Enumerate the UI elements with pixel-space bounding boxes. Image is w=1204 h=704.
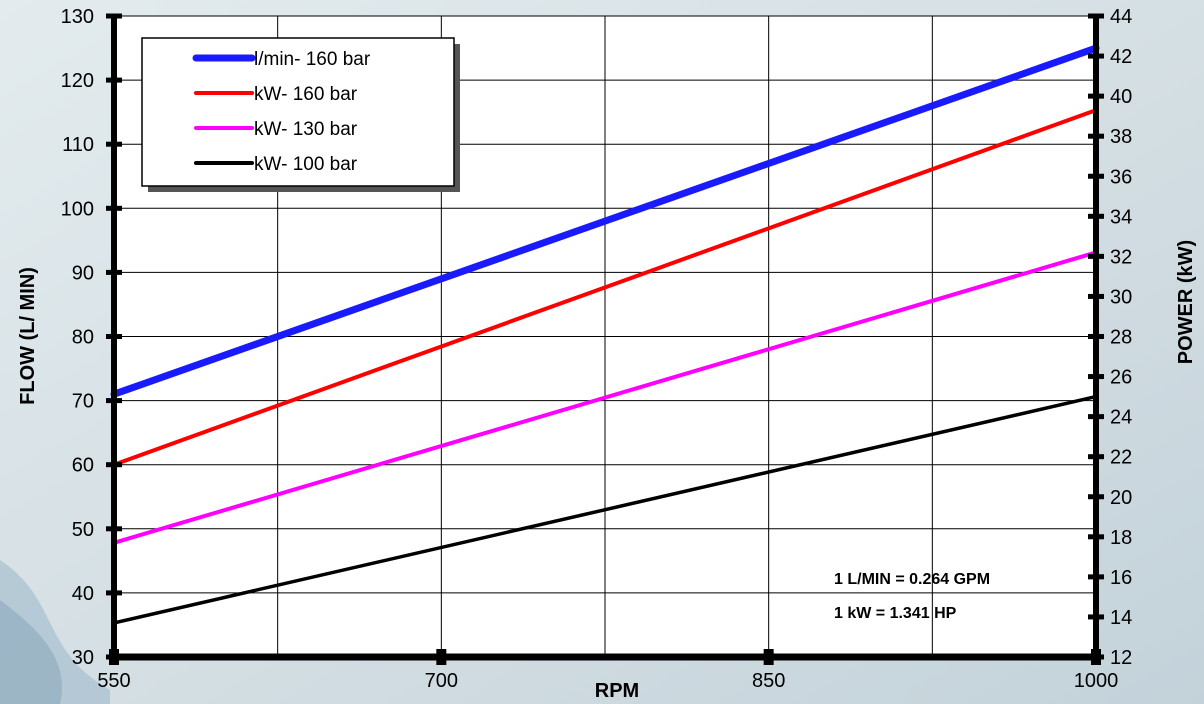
y2-tick-label: 26	[1110, 367, 1132, 389]
x-tick-label: 850	[752, 670, 785, 692]
axes: 30 40 50 60 70 80 90 100 110 120 130 12 14 16 18 20 22 24…	[61, 6, 1133, 692]
y2-tick-label: 20	[1110, 487, 1132, 509]
y-tick-label: 110	[62, 134, 94, 156]
y2-tick-label: 32	[1110, 246, 1132, 268]
y2-tick-label: 34	[1110, 206, 1132, 228]
y2-tick-label: 16	[1110, 567, 1132, 589]
decorative-swirl-2	[0, 600, 62, 704]
y-tick-label: 100	[61, 198, 94, 220]
x-tick-label: 700	[425, 670, 458, 692]
y2-tick-label: 14	[1110, 607, 1132, 629]
legend-label-3: kW- 130 bar	[254, 119, 358, 140]
x-tick	[109, 649, 119, 665]
decorative-swirl	[0, 560, 110, 704]
y2-tick-label: 28	[1110, 327, 1132, 349]
y2-tick-label: 24	[1110, 407, 1132, 429]
y2-tick-label: 38	[1110, 126, 1132, 148]
y-tick-label: 80	[72, 327, 94, 349]
series-line-1	[110, 44, 1100, 398]
legend-box	[141, 37, 455, 187]
y2-tick-label: 30	[1110, 286, 1132, 308]
legend-label-2: kW- 160 bar	[254, 84, 358, 105]
y2-tick-label: 12	[1110, 647, 1132, 669]
legend-label-1: l/min- 160 bar	[254, 49, 371, 70]
y-tick-label: 50	[72, 519, 94, 541]
series-line-3	[112, 250, 1098, 545]
x-axis-title: RPM	[595, 680, 639, 702]
x-tick	[1091, 649, 1101, 665]
legend-label-4: kW- 100 bar	[254, 154, 358, 175]
x-tick-label: 1000	[1074, 670, 1119, 692]
y-tick-label: 130	[61, 6, 94, 28]
y2-tick-label: 22	[1110, 447, 1132, 469]
x-tick	[436, 649, 447, 665]
y-tick-label: 60	[72, 455, 94, 477]
y2-axis-title: POWER (kW)	[1175, 240, 1197, 364]
y-tick-label: 70	[72, 391, 94, 413]
series-line-2	[112, 108, 1098, 467]
conversion-note-hp: 1 kW = 1.341 HP	[834, 605, 957, 622]
y2-tick-label: 42	[1110, 46, 1132, 68]
conversion-note-gpm: 1 L/MIN = 0.264 GPM	[834, 571, 990, 588]
y-tick-label: 30	[72, 647, 94, 669]
y-tick-label: 40	[72, 583, 94, 605]
series-line-4	[112, 394, 1098, 625]
y-tick-label: 90	[72, 262, 94, 284]
y2-tick-label: 36	[1110, 166, 1132, 188]
legend: l/min- 160 bar kW- 160 bar kW- 130 bar kW- …	[141, 37, 460, 192]
y2-tick-label: 18	[1110, 527, 1132, 549]
series-lines	[110, 44, 1100, 625]
y2-tick-label: 40	[1110, 86, 1132, 108]
y-axis-title: FLOW (L/ MIN)	[17, 267, 39, 405]
y2-tick-label: 44	[1110, 6, 1132, 28]
x-tick	[763, 649, 774, 665]
y-tick-label: 120	[61, 70, 94, 92]
x-tick-label: 550	[97, 670, 130, 692]
